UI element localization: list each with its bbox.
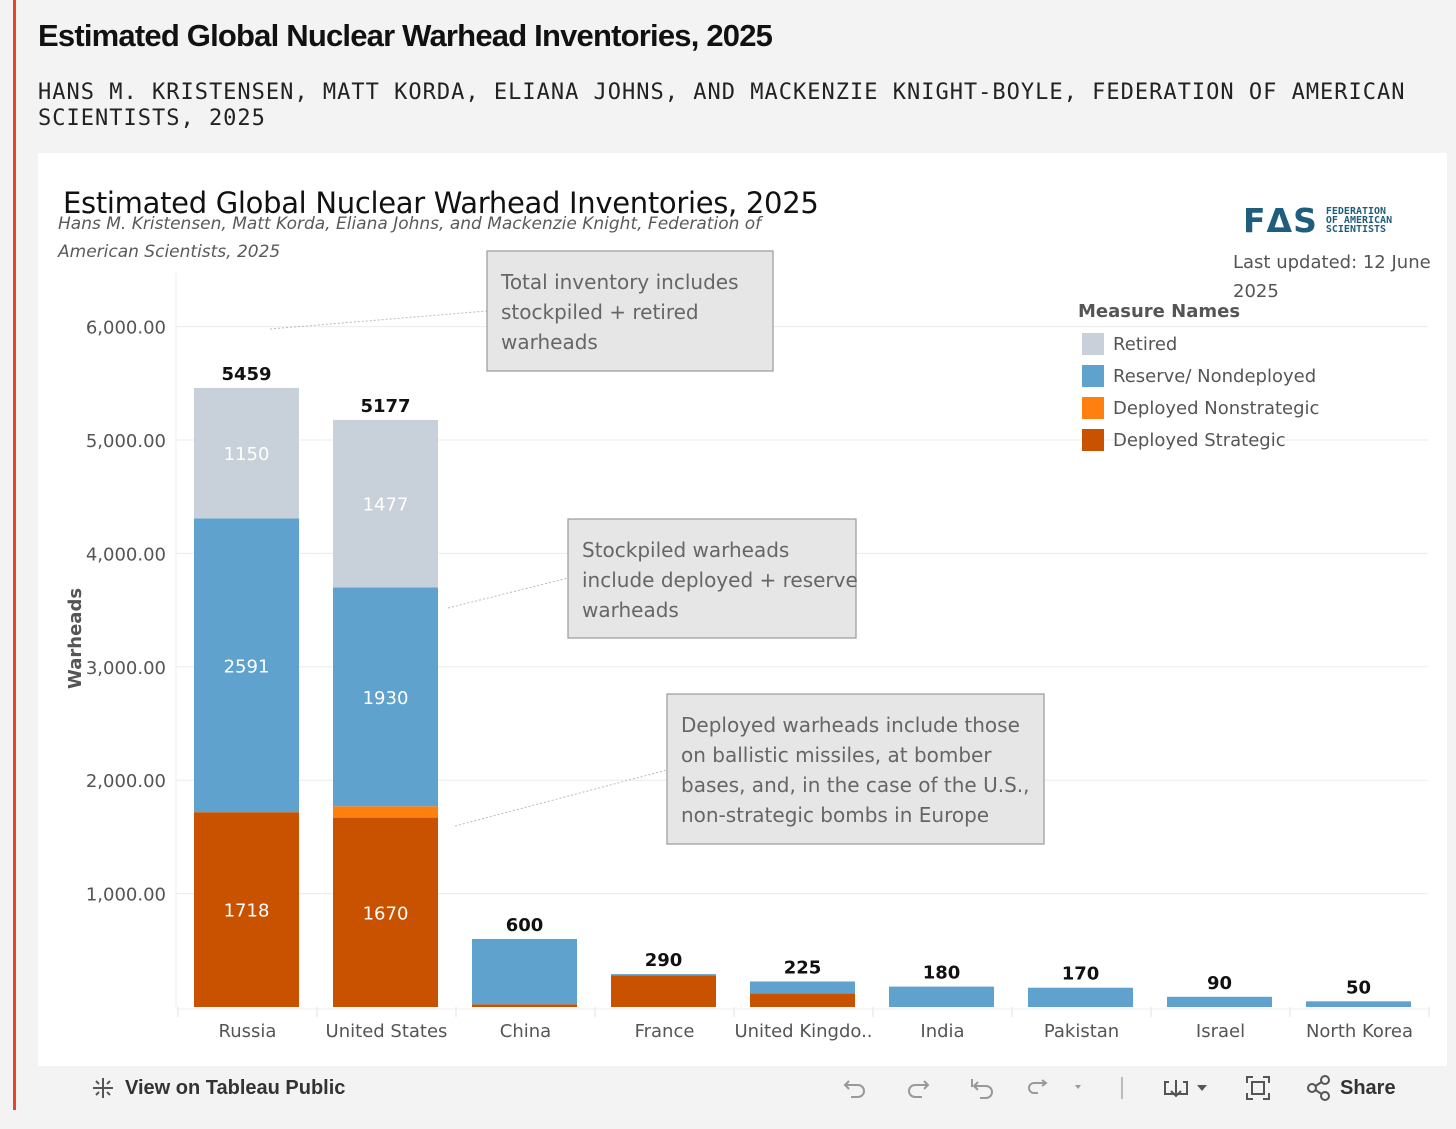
revert-button[interactable] bbox=[968, 1066, 998, 1110]
fas-logo-text: FEDERATION OF AMERICAN SCIENTISTS bbox=[1325, 206, 1393, 235]
y-tick-label: 1,000.00 bbox=[86, 885, 166, 906]
x-tick-label: North Korea bbox=[1306, 1021, 1413, 1042]
bar-reserve-nondeployed bbox=[472, 938, 577, 1005]
accent-rule bbox=[13, 0, 16, 1110]
bar-reserve-nondeployed bbox=[333, 587, 438, 807]
bar-reserve-nondeployed bbox=[194, 518, 299, 813]
legend-label: Reserve/ Nondeployed bbox=[1113, 366, 1316, 387]
fas-logo: FΔS FEDERATION OF AMERICAN SCIENTISTS bbox=[1243, 201, 1392, 240]
y-tick-label: 3,000.00 bbox=[86, 658, 166, 679]
bar-deployed-strategic bbox=[611, 975, 716, 1007]
bar-total-label: 50 bbox=[1346, 977, 1371, 998]
share-icon bbox=[1307, 1075, 1330, 1101]
x-tick-label: United States bbox=[326, 1021, 448, 1042]
share-label: Share bbox=[1340, 1076, 1396, 1099]
bar-total-label: 170 bbox=[1062, 964, 1100, 985]
bar-deployed-strategic bbox=[333, 817, 438, 1007]
bar-total-label: 225 bbox=[784, 957, 822, 978]
bar-deployed-strategic bbox=[194, 812, 299, 1007]
annotation-text: Stockpiled warheads include deployed + re… bbox=[582, 538, 858, 622]
viz-title: Estimated Global Nuclear Warhead Invento… bbox=[63, 186, 819, 220]
bar-total-label: 600 bbox=[506, 915, 544, 936]
x-tick-label: Israel bbox=[1196, 1021, 1245, 1042]
bar-reserve-nondeployed bbox=[889, 986, 994, 1007]
legend-label: Retired bbox=[1113, 334, 1177, 355]
fas-logo-mark: FΔS bbox=[1243, 201, 1318, 240]
fullscreen-icon bbox=[1246, 1076, 1270, 1100]
bar-reserve-nondeployed bbox=[1028, 987, 1133, 1007]
chart-canvas[interactable]: 1,000.00 2,000.00 3,000.00 4,000.00 5,000.00… bbox=[38, 153, 1447, 1066]
bar-deployed-strategic bbox=[472, 1004, 577, 1007]
redo-button[interactable] bbox=[904, 1066, 932, 1110]
bar-retired bbox=[194, 387, 299, 519]
bar-segment-label: 1718 bbox=[224, 901, 270, 922]
y-tick-label: 2,000.00 bbox=[86, 771, 166, 792]
legend-swatch bbox=[1082, 365, 1104, 387]
annotation-text: Total inventory includes stockpiled + ret… bbox=[500, 270, 739, 354]
revert-icon bbox=[971, 1079, 993, 1099]
x-tick-label: Pakistan bbox=[1044, 1021, 1119, 1042]
annotation-box bbox=[567, 518, 857, 639]
page-subtitle: HANS M. KRISTENSEN, MATT KORDA, ELIANA J… bbox=[38, 80, 1406, 131]
annotation-leader bbox=[454, 769, 668, 827]
x-tick-label: France bbox=[635, 1021, 695, 1042]
undo-icon bbox=[843, 1080, 865, 1098]
view-on-tableau-label: View on Tableau Public bbox=[125, 1076, 346, 1099]
undo-button[interactable] bbox=[841, 1066, 869, 1110]
last-updated: Last updated: 12 June 2025 bbox=[1233, 252, 1431, 302]
bar-reserve-nondeployed bbox=[1306, 1001, 1411, 1007]
bar-total-label: 180 bbox=[923, 963, 961, 984]
bar-total-label: 5459 bbox=[221, 364, 271, 385]
legend-swatch bbox=[1082, 397, 1104, 419]
view-on-tableau-button[interactable]: View on Tableau Public bbox=[90, 1066, 345, 1110]
bar-reserve-nondeployed bbox=[611, 974, 716, 976]
tableau-logo-icon bbox=[93, 1078, 113, 1098]
toolbar-divider bbox=[1121, 1066, 1123, 1110]
y-axis-label: Warheads bbox=[65, 588, 86, 689]
annotation-leader bbox=[269, 310, 488, 330]
bar-segment-label: 1150 bbox=[224, 444, 270, 465]
legend-swatch bbox=[1082, 429, 1104, 451]
share-button[interactable]: Share bbox=[1305, 1066, 1396, 1110]
bar-segment-label: 1930 bbox=[363, 688, 409, 709]
redo-icon bbox=[908, 1080, 930, 1098]
annotation-leader bbox=[447, 577, 569, 609]
bar-segment-label: 1477 bbox=[363, 495, 409, 516]
bar-segment-label: 2591 bbox=[224, 656, 270, 677]
annotation-text: Deployed warheads include those on ballis… bbox=[681, 713, 1029, 827]
x-tick-label: India bbox=[920, 1021, 964, 1042]
bar-segment-label: 1670 bbox=[363, 903, 409, 924]
bar-deployed-strategic bbox=[750, 993, 855, 1007]
x-tick-label: Russia bbox=[219, 1021, 277, 1042]
annotation-box bbox=[666, 693, 1045, 845]
y-tick-label: 5,000.00 bbox=[86, 431, 166, 452]
download-button[interactable] bbox=[1161, 1066, 1211, 1110]
legend-label: Deployed Strategic bbox=[1113, 430, 1286, 451]
x-tick-label: China bbox=[500, 1021, 551, 1042]
refresh-dropdown-icon bbox=[1028, 1079, 1081, 1094]
y-tick-label: 4,000.00 bbox=[86, 544, 166, 565]
download-icon bbox=[1164, 1080, 1207, 1098]
refresh-button[interactable] bbox=[1025, 1066, 1081, 1110]
page-title: Estimated Global Nuclear Warhead Invento… bbox=[38, 18, 773, 53]
x-tick-label: United Kingdo.. bbox=[734, 1021, 872, 1042]
bar-total-label: 290 bbox=[645, 950, 683, 971]
legend-label: Deployed Nonstrategic bbox=[1113, 398, 1319, 419]
legend-swatch bbox=[1082, 333, 1104, 355]
bar-deployed-nonstrategic bbox=[333, 806, 438, 818]
bar-total-label: 90 bbox=[1207, 973, 1232, 994]
annotation-box bbox=[486, 250, 774, 372]
y-tick-label: 6,000.00 bbox=[86, 318, 166, 339]
fullscreen-button[interactable] bbox=[1244, 1066, 1272, 1110]
bar-retired bbox=[333, 419, 438, 588]
bar-reserve-nondeployed bbox=[1167, 996, 1272, 1007]
bar-reserve-nondeployed bbox=[750, 981, 855, 994]
tableau-toolbar: View on Tableau Public Share bbox=[38, 1066, 1447, 1110]
viz-byline: Hans M. Kristensen, Matt Korda, Eliana J… bbox=[58, 214, 762, 262]
tableau-embed[interactable]: 1,000.00 2,000.00 3,000.00 4,000.00 5,000.00… bbox=[38, 153, 1447, 1101]
bar-total-label: 5177 bbox=[360, 396, 410, 417]
legend-title: Measure Names bbox=[1078, 301, 1240, 322]
